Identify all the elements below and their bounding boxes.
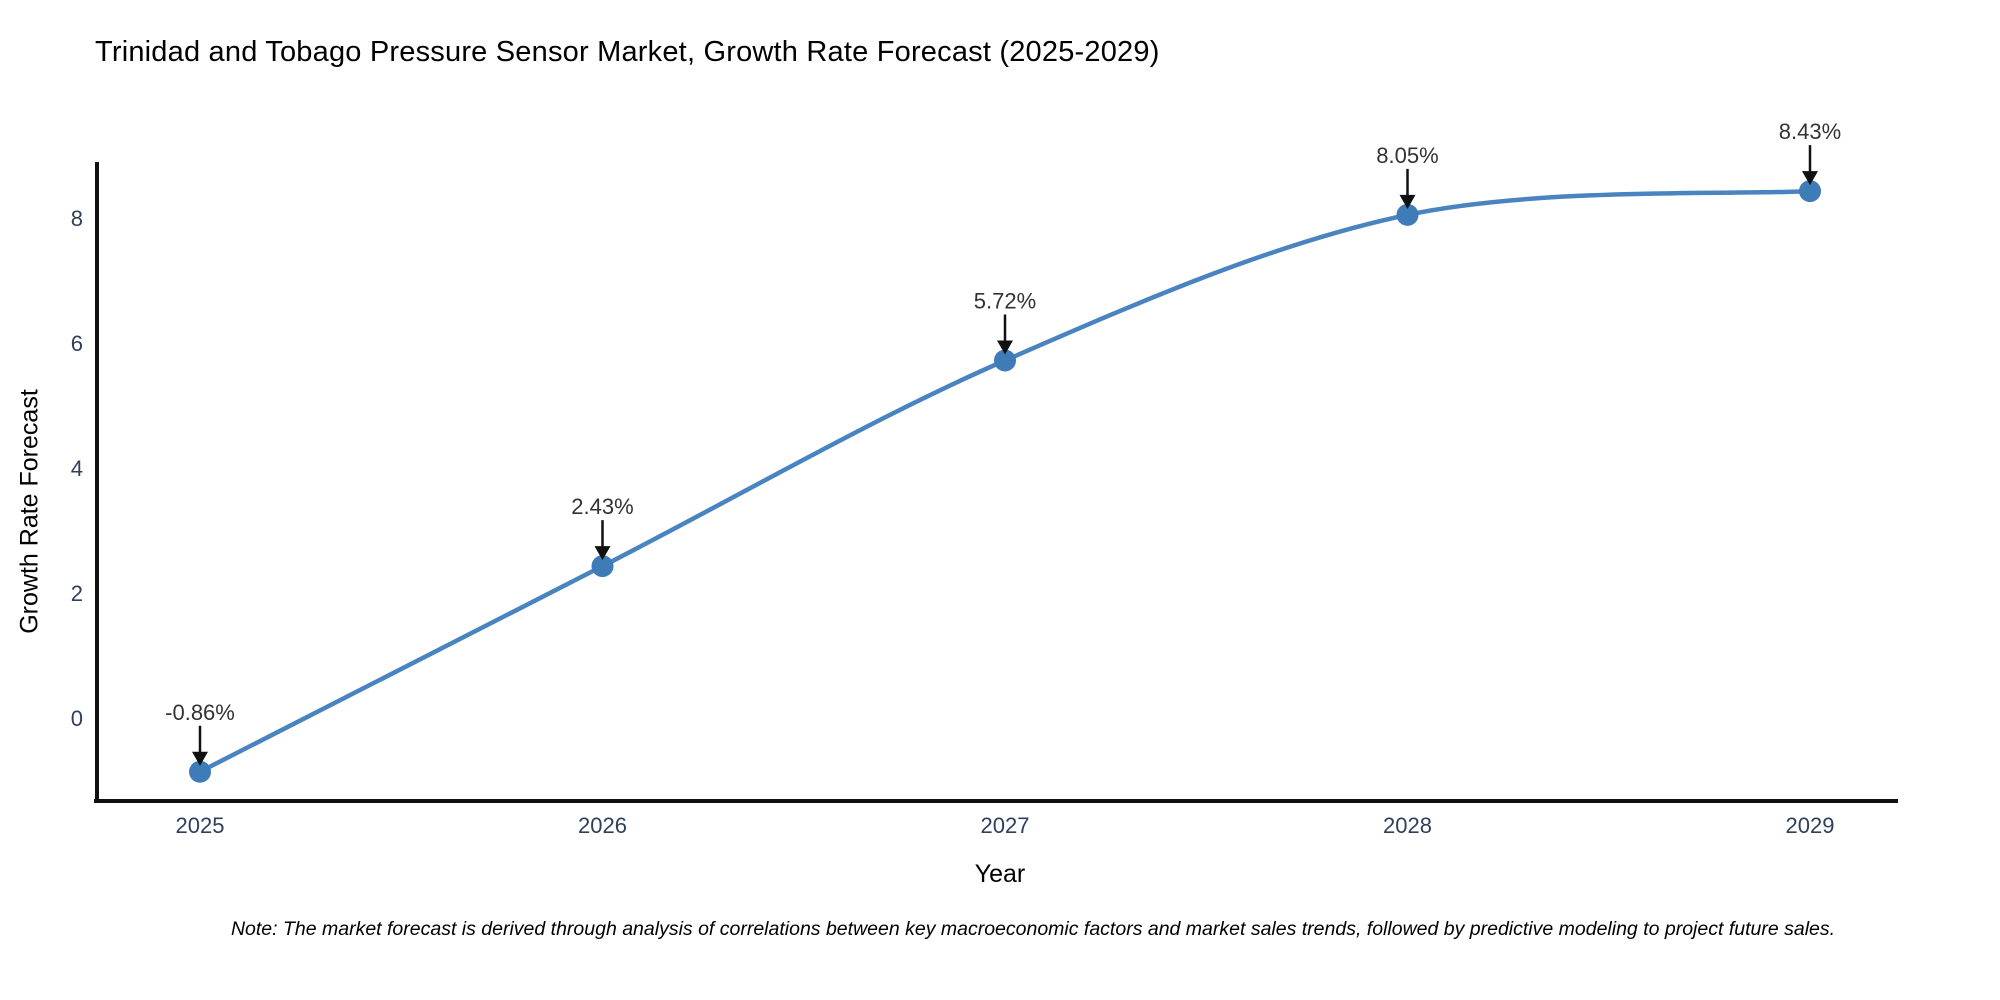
x-tick-label: 2025	[176, 813, 225, 838]
x-tick-label: 2026	[578, 813, 627, 838]
x-axis-title: Year	[974, 860, 1026, 888]
annotation-arrowhead	[594, 546, 611, 561]
data-point-marker	[994, 349, 1016, 372]
annotation-arrowhead	[1802, 171, 1818, 186]
data-point-label: 8.43%	[1779, 119, 1841, 144]
x-tick-label: 2029	[1786, 813, 1835, 838]
data-point-marker	[189, 760, 211, 783]
x-tick-label: 2028	[1383, 813, 1432, 838]
annotation-arrowhead	[1399, 194, 1416, 209]
y-tick-label: 2	[71, 581, 83, 606]
y-tick-label: 6	[71, 331, 83, 356]
data-point-label: -0.86%	[165, 700, 235, 725]
footnote: Note: The market forecast is derived thr…	[230, 918, 1836, 940]
y-axis-title: Growth Rate Forecast	[15, 389, 44, 634]
chart-title: Trinidad and Tobago Pressure Sensor Mark…	[95, 36, 1160, 68]
data-point-marker	[591, 555, 614, 578]
x-tick-label: 2027	[981, 813, 1030, 838]
data-point-label: 8.05%	[1376, 143, 1438, 168]
data-point-label: 2.43%	[571, 494, 633, 519]
annotation-arrowhead	[997, 340, 1013, 355]
annotation-arrowhead	[192, 751, 208, 766]
y-tick-label: 0	[71, 706, 83, 731]
data-point-marker	[1799, 180, 1821, 203]
data-point-label: 5.72%	[974, 289, 1036, 314]
forecast-line	[197, 188, 1813, 774]
data-point-marker	[1396, 203, 1419, 226]
y-tick-label: 8	[71, 206, 83, 231]
y-tick-label: 4	[71, 456, 83, 481]
